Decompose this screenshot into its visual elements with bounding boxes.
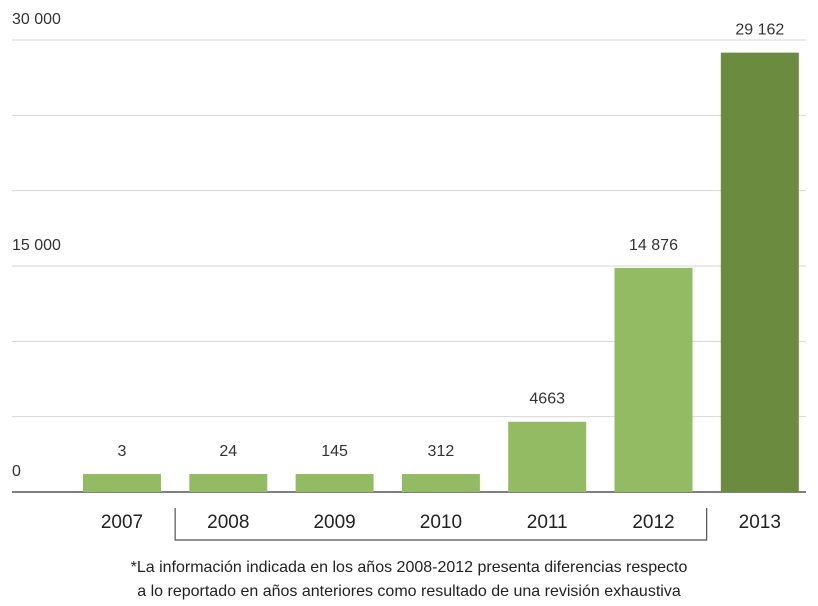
bars (83, 52, 799, 493)
category-label-2013: 2013 (739, 512, 781, 533)
bar-2009 (295, 474, 374, 492)
data-label-2008: 24 (219, 443, 237, 460)
category-label-2008: 2008 (207, 512, 249, 533)
category-label-2010: 2010 (420, 512, 462, 533)
footnote-line-1: *La información indicada en los años 200… (130, 559, 688, 576)
bar-2010 (401, 474, 480, 492)
bracket (174, 508, 708, 541)
bar-2012 (614, 267, 693, 492)
data-label-2013: 29 162 (735, 22, 784, 39)
bar-2007 (83, 474, 161, 492)
bar-2011 (508, 421, 587, 492)
data-labels: 3 24 145 312 4663 14 876 29 162 (118, 22, 785, 460)
bar-2008 (189, 474, 268, 492)
category-label-2012: 2012 (632, 512, 674, 533)
x-axis-categories: 2007 2008 2009 2010 2011 2012 2013 (101, 512, 781, 533)
data-label-2012: 14 876 (629, 237, 678, 254)
data-label-2009: 145 (321, 443, 348, 460)
y-tick-label: 30 000 (12, 11, 61, 28)
y-tick-label: 15 000 (12, 237, 61, 254)
data-label-2011: 4663 (529, 391, 565, 408)
data-label-2010: 312 (428, 443, 455, 460)
footnote-line-2: a lo reportado en años anteriores como r… (137, 583, 681, 600)
category-label-2009: 2009 (313, 512, 355, 533)
bracket-2008-2012 (174, 508, 708, 541)
footnote: *La información indicada en los años 200… (0, 556, 818, 604)
y-tick-label: 0 (12, 463, 21, 480)
data-label-2007: 3 (118, 443, 127, 460)
category-label-2007: 2007 (101, 512, 143, 533)
bar-2013 (720, 52, 799, 493)
category-label-2011: 2011 (527, 512, 568, 533)
y-axis-ticks: 0 15 000 30 000 (12, 11, 61, 480)
